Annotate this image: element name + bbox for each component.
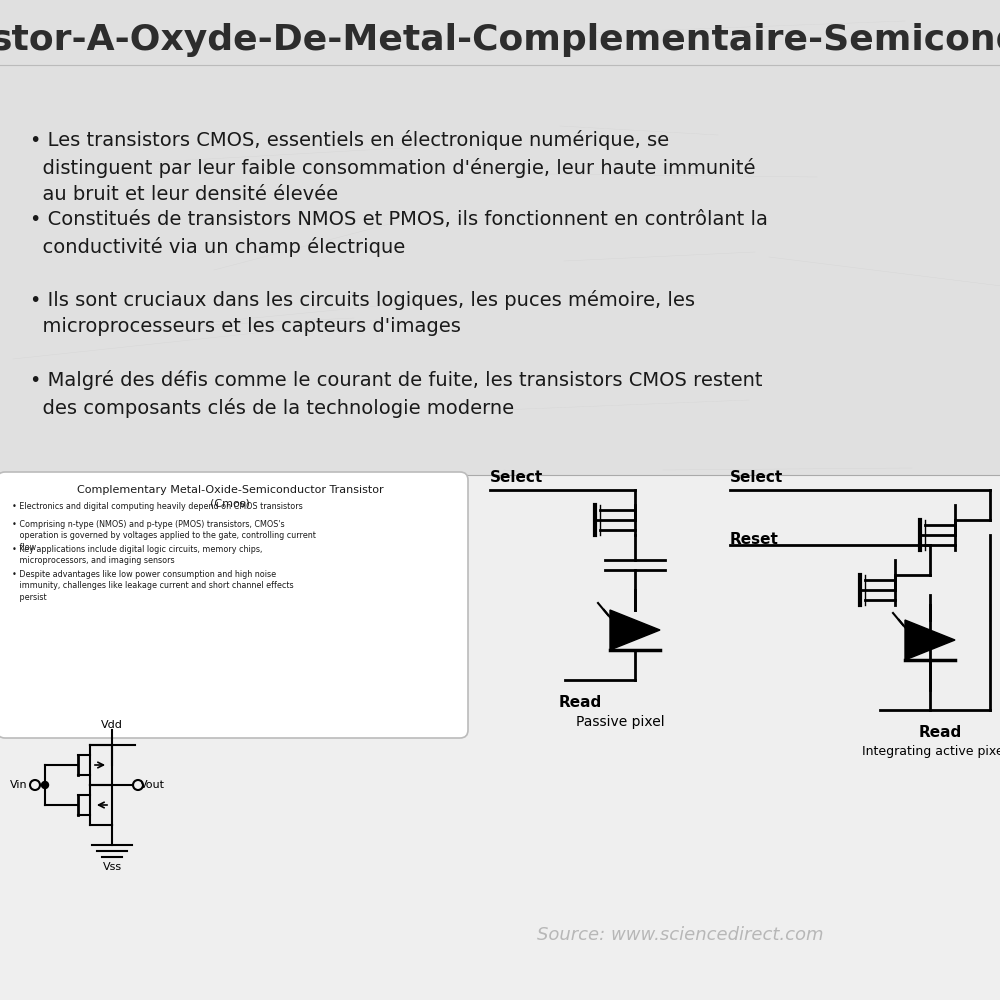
Text: • Malgré des défis comme le courant de fuite, les transistors CMOS restent
  des: • Malgré des défis comme le courant de f… [30, 370, 763, 418]
Text: • Despite advantages like low power consumption and high noise
   immunity, chal: • Despite advantages like low power cons… [12, 570, 294, 602]
Text: Reset: Reset [730, 532, 779, 548]
Text: • Constitués de transistors NMOS et PMOS, ils fonctionnent en contrôlant la
  co: • Constitués de transistors NMOS et PMOS… [30, 210, 768, 257]
Text: Vin: Vin [10, 780, 28, 790]
Text: Passive pixel: Passive pixel [576, 715, 664, 729]
Bar [0, 600, 1000, 1000]
Text: Read: Read [918, 725, 962, 740]
Text: stor-A-Oxyde-De-Metal-Complementaire-Semiconducteur: stor-A-Oxyde-De-Metal-Complementaire-Sem… [0, 23, 1000, 57]
Text: Integrating active pixel: Integrating active pixel [862, 745, 1000, 758]
Text: Source: www.sciencedirect.com: Source: www.sciencedirect.com [537, 926, 823, 944]
Text: Select: Select [490, 470, 543, 485]
Text: • Key applications include digital logic circuits, memory chips,
   microprocess: • Key applications include digital logic… [12, 545, 262, 565]
Bar [0, 475, 1000, 1000]
Text: Complementary Metal-Oxide-Semiconductor Transistor
(Cmos): Complementary Metal-Oxide-Semiconductor … [77, 485, 383, 508]
Text: Select: Select [730, 470, 783, 485]
Circle shape [42, 782, 48, 788]
Text: Vss: Vss [102, 862, 122, 872]
FancyBboxPatch shape [0, 472, 468, 738]
Polygon shape [905, 620, 955, 660]
Polygon shape [610, 610, 660, 650]
Text: Vdd: Vdd [101, 720, 123, 730]
Text: • Electronics and digital computing heavily depend on CMOS transistors: • Electronics and digital computing heav… [12, 502, 303, 511]
Text: Read: Read [558, 695, 602, 710]
Text: • Ils sont cruciaux dans les circuits logiques, les puces mémoire, les
  micropr: • Ils sont cruciaux dans les circuits lo… [30, 290, 695, 336]
Bar [0, 0, 1000, 600]
Text: • Les transistors CMOS, essentiels en électronique numérique, se
  distinguent p: • Les transistors CMOS, essentiels en él… [30, 130, 756, 205]
Text: • Comprising n-type (NMOS) and p-type (PMOS) transistors, CMOS's
   operation is: • Comprising n-type (NMOS) and p-type (P… [12, 520, 316, 552]
Text: Vout: Vout [140, 780, 165, 790]
